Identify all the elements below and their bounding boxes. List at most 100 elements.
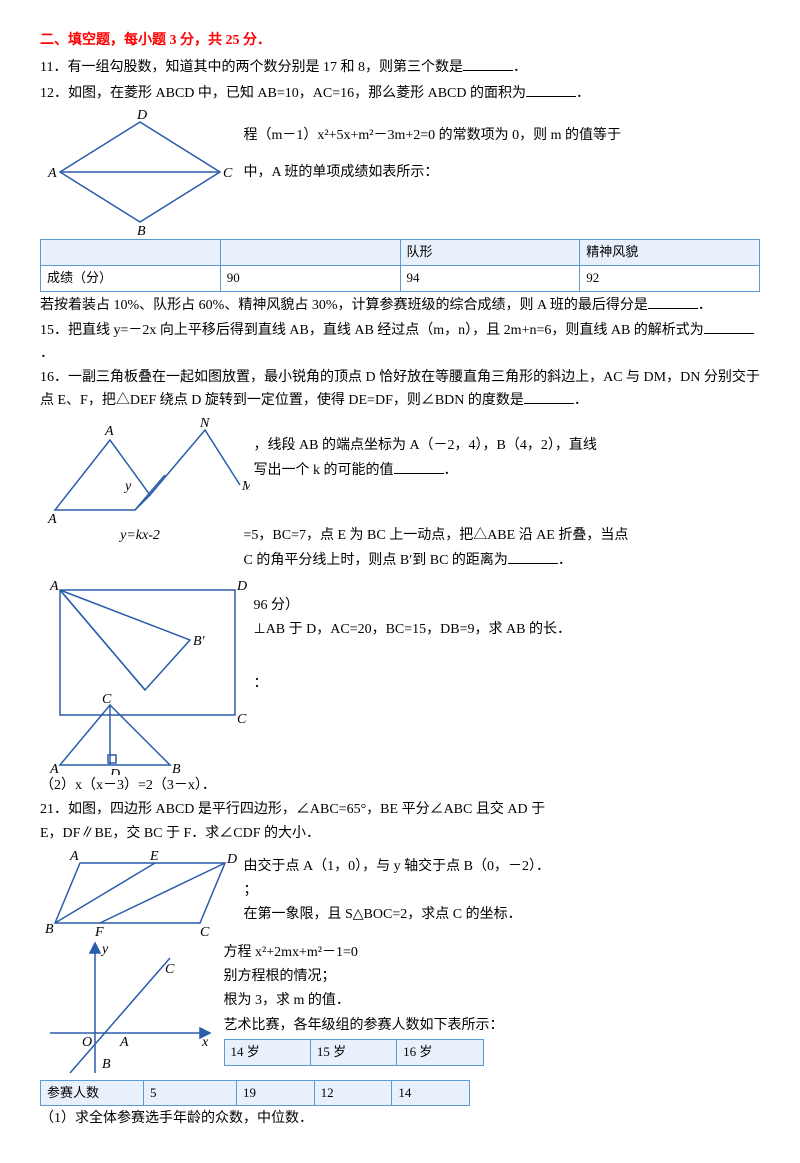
rect-svg: A D B' C C A D B <box>40 575 250 775</box>
q18-block: =5，BC=7，点 E 为 BC 上一动点，把△ABE 沿 AE 折叠，当点 C… <box>244 525 744 575</box>
tri-svg: A N M y A <box>40 415 250 525</box>
svg-text:A: A <box>49 579 59 594</box>
blank <box>394 459 444 474</box>
q13-14-text: 程（m－1）x²+5x+m²－3m+2=0 的常数项为 0，则 m 的值等于 中… <box>244 107 744 186</box>
blank <box>508 549 558 564</box>
t24-r2: 5 <box>144 1080 237 1106</box>
t24-h3: 15 岁 <box>310 1040 396 1066</box>
q16-text: 16．一副三角板叠在一起如图放置，最小锐角的顶点 D 恰好放在等腰直角三角形的斜… <box>40 370 760 408</box>
q22a: 由交于点 A（1，0），与 y 轴交于点 B（0，－2）． <box>244 856 744 878</box>
svg-text:A: A <box>104 424 114 439</box>
table-24: 参赛人数 5 19 12 14 <box>40 1080 470 1107</box>
q17b: 写出一个 k 的可能的值． <box>254 459 744 482</box>
table-14: 队形 精神风貌 成绩（分） 90 94 92 <box>40 239 760 292</box>
q14a-text: 中，A 班的单项成绩如表所示： <box>244 165 439 180</box>
q22b-text: ； <box>244 883 258 898</box>
q21a: 21．如图，四边形 ABCD 是平行四边形，∠ABC=65°，BE 平分∠ABC… <box>40 799 760 821</box>
svg-text:B': B' <box>193 634 206 649</box>
svg-text:y: y <box>123 479 132 494</box>
t14-r3: 94 <box>400 265 580 291</box>
t14-h3: 精神风貌 <box>580 240 760 266</box>
svg-text:A: A <box>49 762 59 775</box>
ykx-label: y=kx-2 <box>40 525 240 547</box>
row-12-14: A B C D 程（m－1）x²+5x+m²－3m+2=0 的常数项为 0，则 … <box>40 107 760 237</box>
q22a-text: 由交于点 A（1，0），与 y 轴交于点 B（0，－2）． <box>244 859 550 874</box>
q12-text: 12．如图，在菱形 ABCD 中，已知 AB=10，AC=16，那么菱形 ABC… <box>40 86 526 101</box>
q15-text: 15．把直线 y=－2x 向上平移后得到直线 AB，直线 AB 经过点（m，n）… <box>40 323 704 338</box>
q24a: 艺术比赛，各年级组的参赛人数如下表所示： <box>224 1015 734 1037</box>
q13: 程（m－1）x²+5x+m²－3m+2=0 的常数项为 0，则 m 的值等于 <box>244 125 744 147</box>
fig-line: y C O A x B <box>40 938 220 1078</box>
svg-text:O: O <box>82 1035 92 1050</box>
svg-text:C: C <box>237 712 247 727</box>
t24-r4: 12 <box>314 1080 392 1106</box>
row-rect: A D B' C C A D B 96 分） ⊥AB 于 D，AC=20，BC=… <box>40 575 760 775</box>
t24-r1: 参赛人数 <box>41 1080 144 1106</box>
t14-h2: 队形 <box>400 240 580 266</box>
svg-text:B: B <box>45 922 54 937</box>
q11-text: 11．有一组勾股数，知道其中的两个数分别是 17 和 8，则第三个数是 <box>40 60 463 75</box>
t24-h2: 14 岁 <box>224 1040 310 1066</box>
q18b-text: C 的角平分线上时，则点 B′到 BC 的距离为 <box>244 553 508 568</box>
svg-text:N: N <box>199 416 210 431</box>
t24-r3: 19 <box>237 1080 315 1106</box>
t14-r4: 92 <box>580 265 760 291</box>
q22c-text: 在第一象限，且 S△BOC=2，求点 C 的坐标． <box>244 907 522 922</box>
q22b: ； <box>244 880 744 902</box>
svg-text:B: B <box>102 1057 111 1072</box>
q16: 16．一副三角板叠在一起如图放置，最小锐角的顶点 D 恰好放在等腰直角三角形的斜… <box>40 367 760 413</box>
svg-text:A: A <box>47 512 57 525</box>
q23b-text: 别方程根的情况； <box>224 969 336 984</box>
q20: ： <box>254 673 744 695</box>
q17a: ，线段 AB 的端点坐标为 A（－2，4），B（4，2），直线 <box>254 435 744 457</box>
svg-text:C: C <box>200 925 210 938</box>
svg-text:C: C <box>102 692 112 707</box>
section-title: 二、填空题，每小题 3 分，共 25 分． <box>40 30 760 52</box>
q24b: （1）求全体参赛选手年龄的众数，中位数． <box>40 1108 760 1130</box>
line-svg: y C O A x B <box>40 938 220 1078</box>
t14-r2: 90 <box>220 265 400 291</box>
q21b-text: E，DF∥BE，交 BC 于 F．求∠CDF 的大小． <box>40 826 320 841</box>
t24-h4: 16 岁 <box>397 1040 483 1066</box>
svg-text:B: B <box>137 224 146 237</box>
t14-h1 <box>41 240 221 266</box>
fig-triangles: A N M y A <box>40 415 250 525</box>
q13-text: 程（m－1）x²+5x+m²－3m+2=0 的常数项为 0，则 m 的值等于 <box>244 128 622 143</box>
q21b: E，DF∥BE，交 BC 于 F．求∠CDF 的大小． <box>40 823 760 845</box>
row-line: y C O A x B 方程 x²+2mx+m²－1=0 别方程根的情况； 根为… <box>40 938 760 1078</box>
q18a-text: =5，BC=7，点 E 为 BC 上一动点，把△ABE 沿 AE 折叠，当点 <box>244 528 629 543</box>
q17a-text: ，线段 AB 的端点坐标为 A（－2，4），B（4，2），直线 <box>254 438 597 453</box>
q20b-text: （2）x（x－3）=2（3－x）． <box>40 778 216 793</box>
svg-text:C: C <box>223 166 233 181</box>
t14-hx <box>220 240 400 266</box>
svg-text:D: D <box>226 852 237 867</box>
t14-r1: 成绩（分） <box>41 265 221 291</box>
svg-text:A: A <box>119 1035 129 1050</box>
q21a-text: 21．如图，四边形 ABCD 是平行四边形，∠ABC=65°，BE 平分∠ABC… <box>40 802 545 817</box>
rhombus-svg: A B C D <box>40 107 240 237</box>
svg-text:B: B <box>172 762 181 775</box>
q19a-text: 96 分） <box>254 598 300 613</box>
row-tri: A N M y A ，线段 AB 的端点坐标为 A（－2，4），B（4，2），直… <box>40 415 760 525</box>
q23c: 根为 3，求 m 的值． <box>224 990 734 1012</box>
q23a: 方程 x²+2mx+m²－1=0 <box>224 942 734 964</box>
para-svg: A E D B F C <box>40 848 240 938</box>
blank <box>463 56 513 71</box>
q19b: ⊥AB 于 D，AC=20，BC=15，DB=9，求 AB 的长． <box>254 619 744 641</box>
q19-block: 96 分） ⊥AB 于 D，AC=20，BC=15，DB=9，求 AB 的长． … <box>254 575 744 698</box>
q19a: 96 分） <box>254 595 744 617</box>
q17b-text: 写出一个 k 的可能的值 <box>254 463 394 478</box>
q12: 12．如图，在菱形 ABCD 中，已知 AB=10，AC=16，那么菱形 ABC… <box>40 82 760 105</box>
q20b: （2）x（x－3）=2（3－x）． <box>40 775 760 797</box>
fig-para: A E D B F C <box>40 848 240 938</box>
svg-text:A: A <box>47 166 57 181</box>
q14b-text: 若按着装占 10%、队形占 60%、精神风貌占 30%，计算参赛班级的综合成绩，… <box>40 298 648 313</box>
q24a-text: 艺术比赛，各年级组的参赛人数如下表所示： <box>224 1018 504 1033</box>
blank <box>648 294 698 309</box>
q23c-text: 根为 3，求 m 的值． <box>224 993 350 1008</box>
q17-text-block: ，线段 AB 的端点坐标为 A（－2，4），B（4，2），直线 写出一个 k 的… <box>254 415 744 485</box>
svg-text:A: A <box>69 849 79 864</box>
q19b-text: ⊥AB 于 D，AC=20，BC=15，DB=9，求 AB 的长． <box>254 622 571 637</box>
q11: 11．有一组勾股数，知道其中的两个数分别是 17 和 8，则第三个数是． <box>40 56 760 79</box>
svg-text:E: E <box>149 849 159 864</box>
